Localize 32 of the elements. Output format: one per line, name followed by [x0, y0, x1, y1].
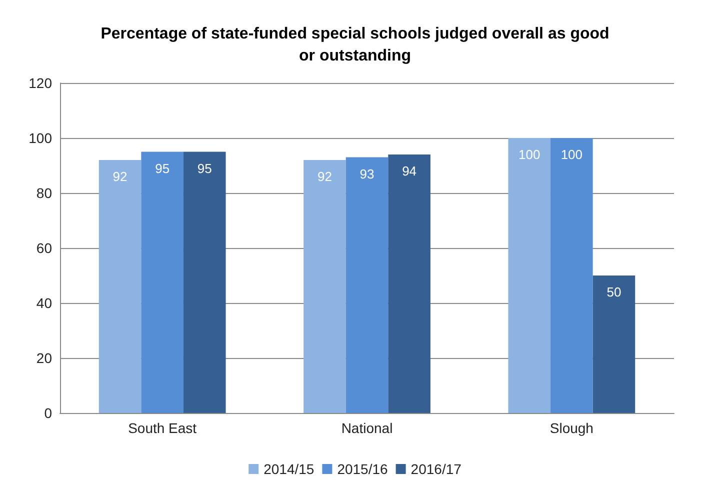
data-label: 100	[560, 147, 583, 162]
bar	[550, 138, 593, 413]
chart-title: Percentage of state-funded special schools judged overall as good or outstanding	[100, 26, 610, 64]
data-label: 100	[518, 147, 540, 162]
y-tick-label: 80	[36, 185, 52, 201]
bar	[388, 154, 430, 413]
legend-label: 2014/15	[264, 461, 314, 477]
bar	[304, 160, 346, 413]
bar	[183, 152, 226, 413]
x-tick-label: National	[341, 420, 393, 436]
y-tick-label: 20	[36, 350, 52, 366]
legend-label: 2016/17	[410, 461, 462, 477]
bar	[98, 160, 142, 413]
data-label: 95	[197, 160, 212, 176]
x-tick-label: South East	[128, 420, 197, 436]
y-tick-label: 60	[36, 240, 52, 256]
y-tick-label: 120	[28, 75, 52, 91]
bar	[141, 152, 184, 413]
data-label: 50	[606, 284, 622, 300]
data-label: 92	[112, 169, 128, 184]
data-label: 94	[402, 164, 417, 178]
legend-label: 2015/16	[337, 461, 388, 477]
data-label: 95	[155, 160, 170, 176]
bar	[592, 276, 636, 413]
bar	[346, 157, 388, 413]
x-tick-label: Slough	[550, 420, 594, 436]
y-tick-label: 40	[36, 295, 52, 311]
data-label: 92	[317, 169, 332, 184]
y-tick-label: 0	[44, 405, 52, 421]
y-tick-label: 100	[28, 130, 52, 146]
data-label: 93	[360, 166, 374, 182]
bar	[508, 138, 551, 413]
